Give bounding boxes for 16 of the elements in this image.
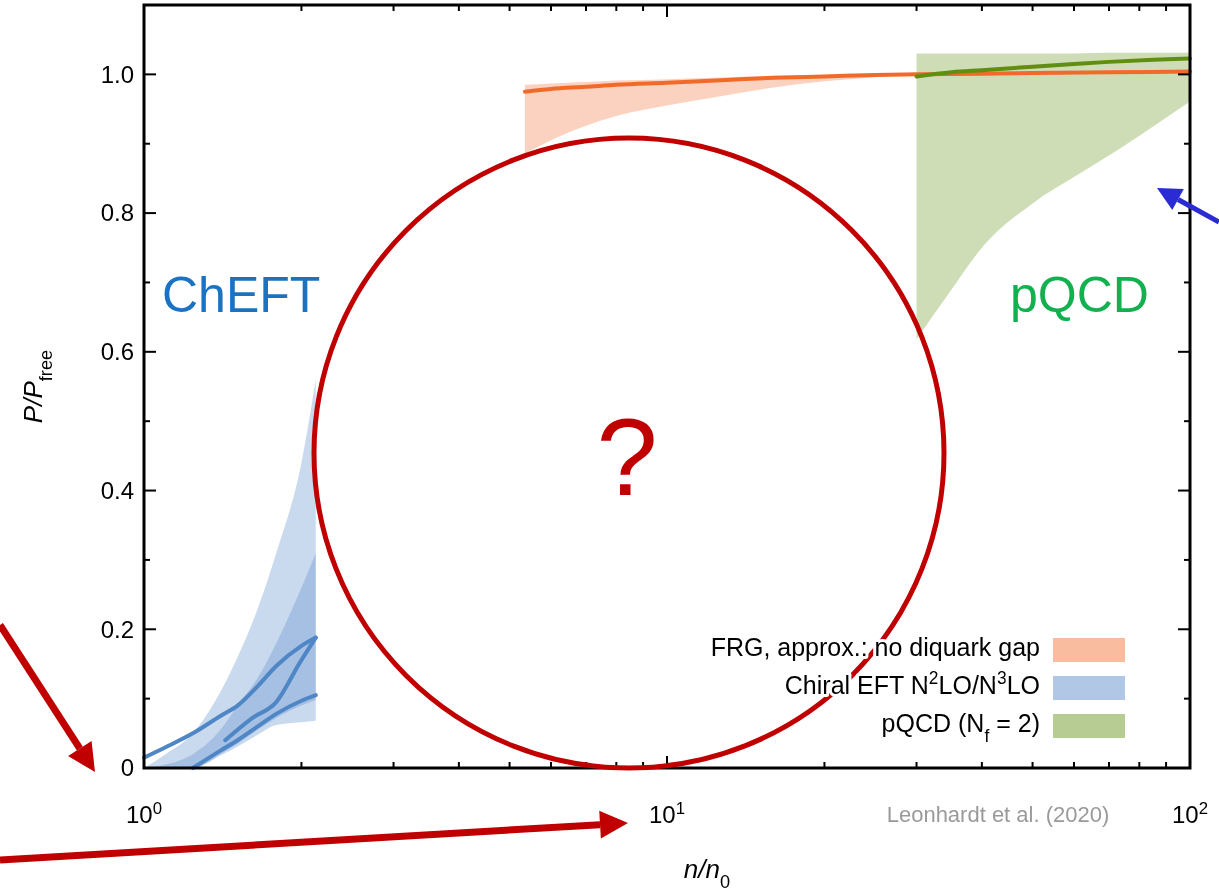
x-tick-label: 10$^{2}$	[1171, 798, 1209, 828]
annotation: ?	[596, 395, 658, 518]
legend-label: FRG, approx.: no diquark gap	[710, 633, 1040, 661]
annotation: pQCD	[1010, 267, 1149, 323]
x-tick-label: 10$^{1}$	[648, 798, 686, 828]
y-tick-label: 0	[120, 754, 134, 782]
x-tick-label: 10$^{0}$	[125, 798, 163, 828]
y-tick-label: 0.8	[100, 199, 134, 227]
y-tick-label: 1.0	[100, 60, 134, 88]
y-tick-label: 0.4	[100, 476, 134, 504]
text: Leonhardt et al. (2020)	[886, 802, 1110, 827]
annotation: ChEFT	[162, 267, 321, 323]
x-axis-title: n/n$_{0}$	[683, 854, 731, 892]
y-tick-label: 0.2	[100, 615, 134, 643]
y-tick-label: 0.6	[100, 338, 134, 366]
legend-label: pQCD (N$_{f}$ = 2)	[881, 709, 1040, 746]
